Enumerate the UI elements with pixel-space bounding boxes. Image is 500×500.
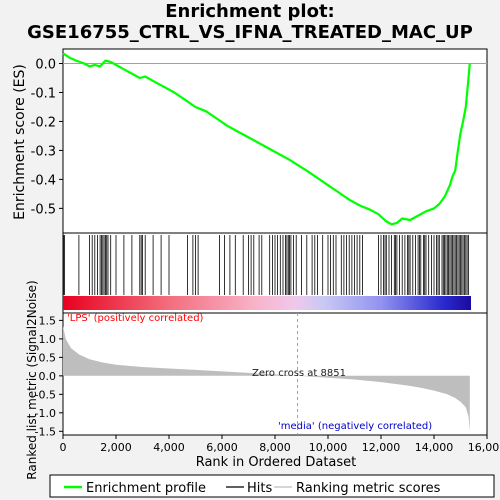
- negative-correlation-label: 'media' (negatively correlated): [278, 421, 432, 432]
- ranking-metric-area: [63, 325, 470, 432]
- x-tick-label: 10,000: [309, 441, 348, 454]
- es-ytick-label: 0.0: [35, 57, 56, 72]
- x-tick-label: 14,000: [415, 441, 454, 454]
- metric-axis-label: Ranked list metric (Signal2Noise): [25, 280, 39, 479]
- metric-panel: [62, 312, 488, 436]
- es-ytick-label: -0.5: [31, 202, 56, 217]
- metric-ytick-label: 0.5: [39, 351, 57, 364]
- x-tick-label: 0: [60, 441, 67, 454]
- legend-ranking-label: Ranking metric scores: [296, 481, 441, 496]
- x-tick-label: 4,000: [153, 441, 185, 454]
- enrichment-profile-line: [62, 52, 471, 226]
- metric-ytick-label: 0.0: [39, 370, 57, 383]
- x-tick-label: 8,000: [259, 441, 291, 454]
- chart-title-line1: Enrichment plot:: [165, 1, 335, 22]
- es-axis-label: Enrichment score (ES): [12, 64, 28, 220]
- metric-ytick-label: -1.0: [35, 407, 56, 420]
- legend-enrichment-label: Enrichment profile: [86, 481, 206, 496]
- es-ytick-label: -0.1: [31, 86, 56, 101]
- positive-correlation-label: 'LPS' (positively correlated): [67, 313, 204, 324]
- es-panel: [62, 48, 488, 234]
- rank-color-bar: [63, 296, 471, 310]
- x-tick-label: 6,000: [206, 441, 238, 454]
- metric-ytick-label: 1.0: [39, 333, 57, 346]
- metric-ytick-label: 1.5: [39, 314, 57, 327]
- es-ytick-label: -0.3: [31, 144, 56, 159]
- legend-box: [49, 474, 495, 498]
- chart-title-line2: GSE16755_CTRL_VS_IFNA_TREATED_MAC_UP: [27, 22, 473, 43]
- metric-ytick-label: -1.5: [35, 425, 56, 438]
- es-ytick-label: -0.4: [31, 173, 56, 188]
- legend-hits-label: Hits: [247, 481, 272, 496]
- x-tick-label: 12,000: [362, 441, 401, 454]
- metric-ytick-label: -0.5: [35, 388, 56, 401]
- zero-cross-label: Zero cross at 8851: [252, 368, 346, 379]
- x-tick-label: 16,000: [468, 441, 500, 454]
- es-ytick-label: -0.2: [31, 115, 56, 130]
- x-axis-label: Rank in Ordered Dataset: [196, 455, 357, 470]
- x-tick-label: 2,000: [100, 441, 132, 454]
